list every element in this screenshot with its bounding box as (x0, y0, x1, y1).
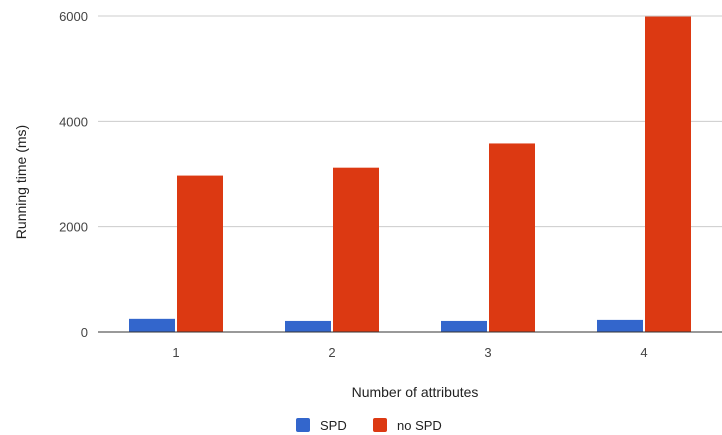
x-tick-label: 3 (484, 345, 491, 360)
bar-no-spd-2 (333, 167, 379, 332)
y-tick-label: 4000 (59, 114, 88, 129)
bar-spd-2 (285, 320, 331, 332)
bar-spd-4 (597, 319, 643, 332)
y-axis-title: Running time (ms) (13, 125, 29, 239)
legend-swatch-no-spd (373, 418, 387, 432)
bar-spd-3 (441, 320, 487, 332)
x-axis-ticks: 1 2 3 4 (172, 345, 647, 360)
legend-label-spd: SPD (320, 418, 347, 433)
bars (129, 16, 691, 332)
bar-no-spd-1 (177, 175, 223, 332)
x-tick-label: 4 (640, 345, 647, 360)
x-tick-label: 1 (172, 345, 179, 360)
y-tick-label: 0 (81, 325, 88, 340)
bar-no-spd-3 (489, 143, 535, 332)
y-tick-label: 2000 (59, 220, 88, 235)
bar-no-spd-4 (645, 16, 691, 332)
y-axis-ticks: 0 2000 4000 6000 (59, 9, 88, 340)
legend-label-no-spd: no SPD (397, 418, 442, 433)
x-axis-title: Number of attributes (352, 384, 479, 400)
legend: SPD no SPD (296, 418, 442, 433)
y-tick-label: 6000 (59, 9, 88, 24)
x-tick-label: 2 (328, 345, 335, 360)
bar-spd-1 (129, 318, 175, 332)
legend-swatch-spd (296, 418, 310, 432)
